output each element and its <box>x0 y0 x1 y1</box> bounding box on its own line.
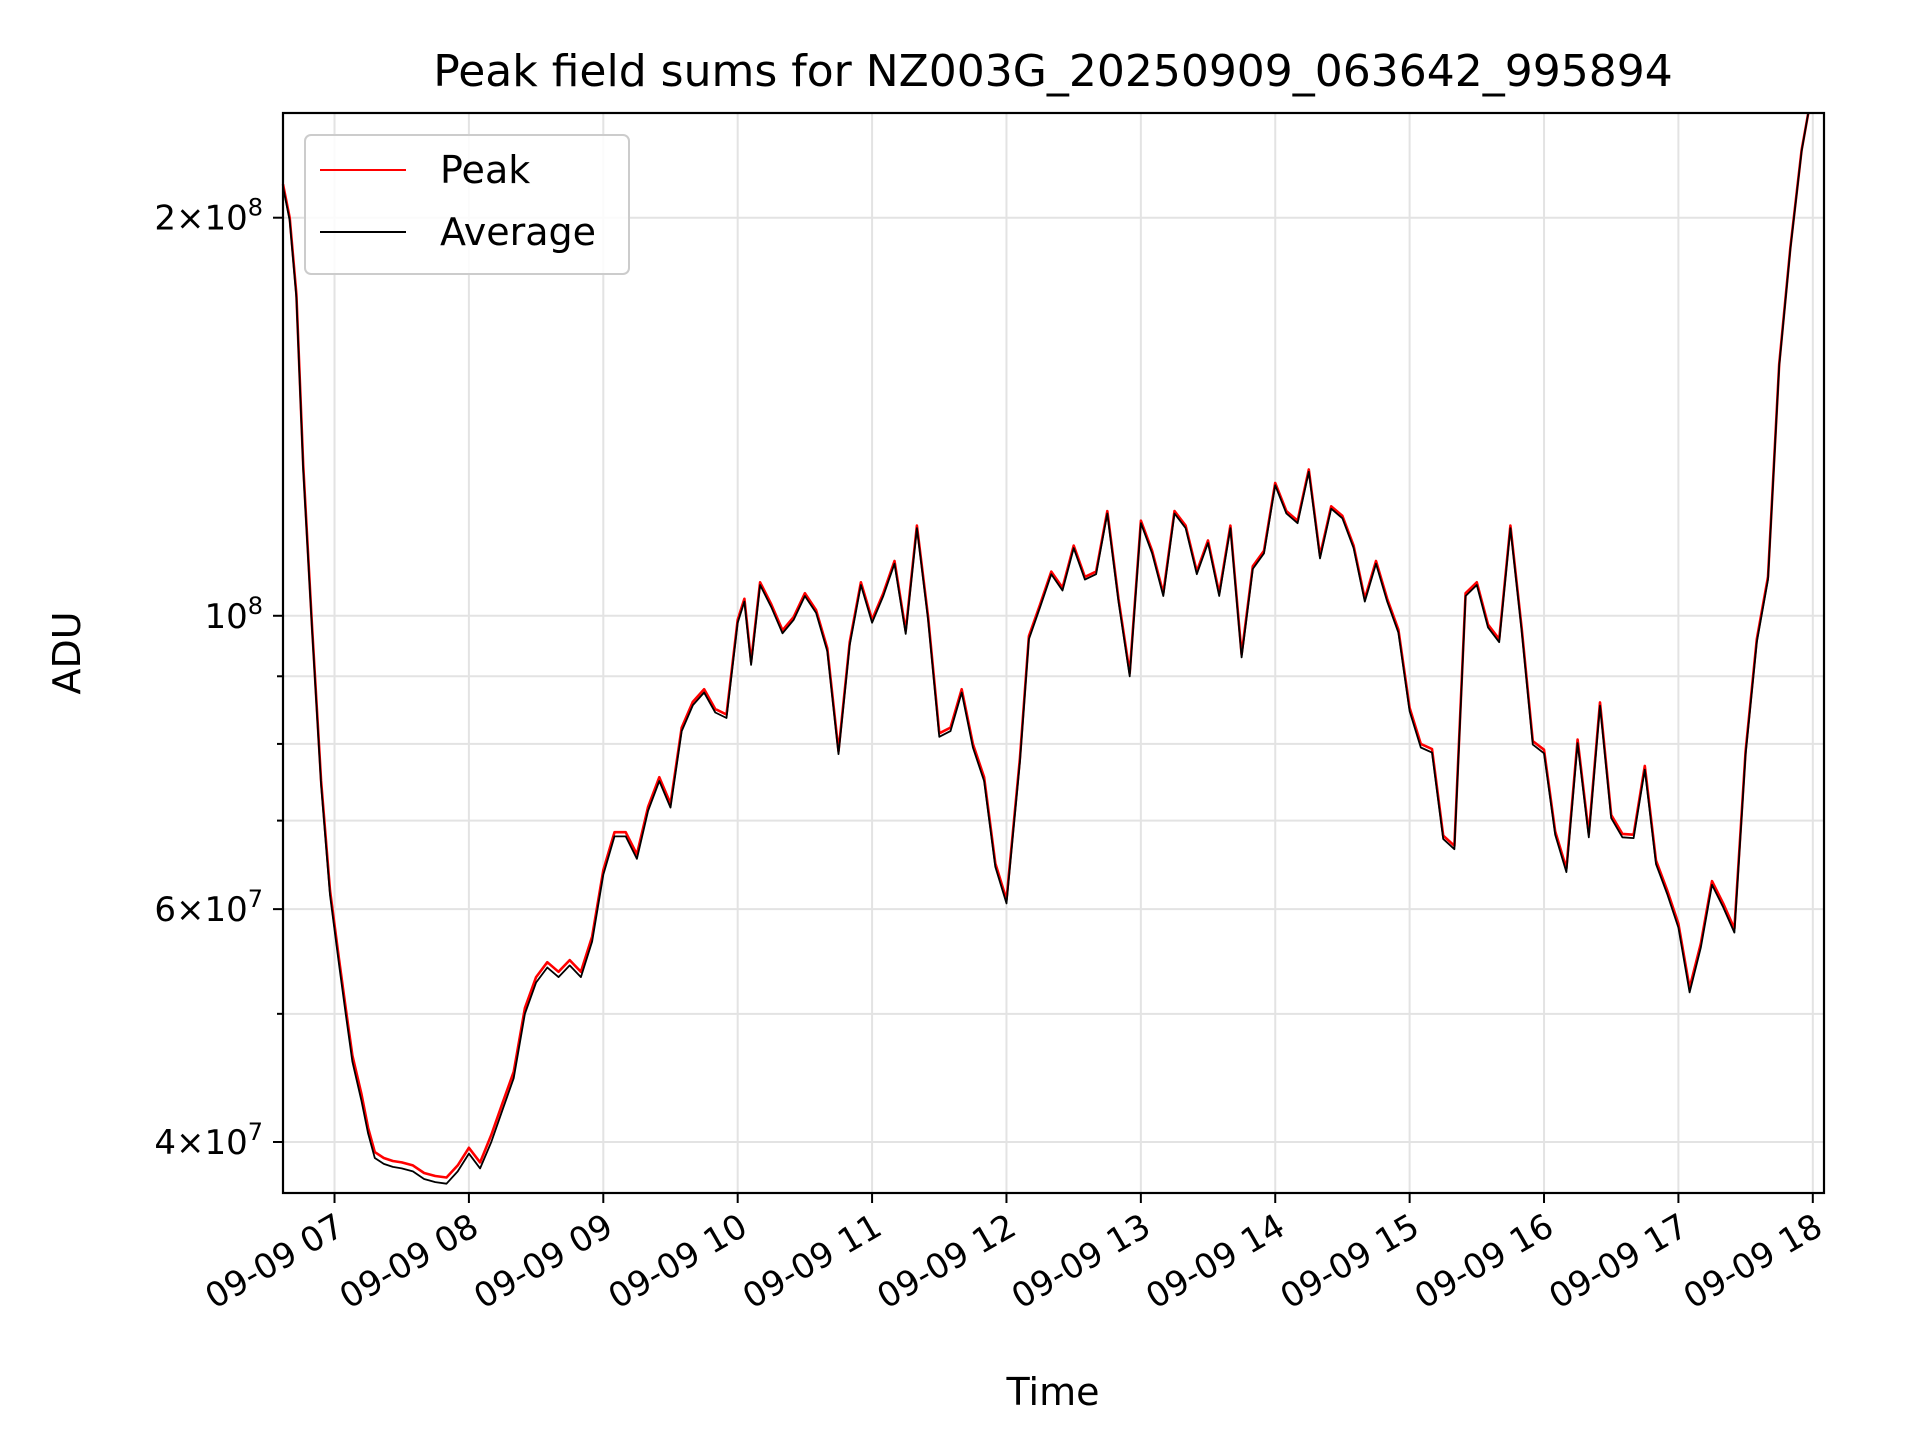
chart-title: Peak field sums for NZ003G_20250909_0636… <box>433 46 1672 97</box>
legend-average-label: Average <box>440 210 596 254</box>
y-tick-label: 6×107 <box>154 885 263 930</box>
series-layer <box>281 112 1810 1185</box>
y-tick-label: 108 <box>204 592 263 637</box>
y-tick-label: 2×108 <box>154 194 263 239</box>
legend-peak-label: Peak <box>440 148 530 192</box>
y-axis-label: ADU <box>45 611 89 694</box>
grid <box>283 113 1824 1193</box>
x-axis-label: Time <box>1006 1370 1100 1414</box>
legend: Peak Average <box>304 134 630 275</box>
series-line-average <box>282 112 1810 1185</box>
y-tick-label: 4×107 <box>154 1118 263 1163</box>
plot-area-frame <box>281 111 1826 1195</box>
